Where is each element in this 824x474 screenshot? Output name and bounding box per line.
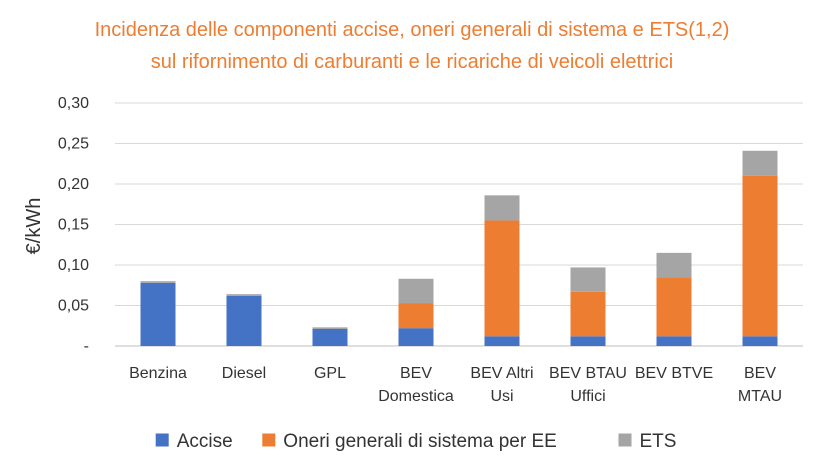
x-category-label: Uffici xyxy=(570,388,605,405)
y-axis-label: €/kWh xyxy=(23,198,45,255)
bar-segment xyxy=(226,294,262,296)
y-axis-tick-labels: - 0,05 0,10 0,15 0,20 0,25 0,30 xyxy=(58,95,89,355)
bar-segment xyxy=(484,220,520,337)
bar-segment xyxy=(398,303,434,329)
bar-segment xyxy=(398,278,434,304)
y-tick-label: 0,30 xyxy=(58,95,89,112)
bar-segment xyxy=(570,291,606,337)
legend-swatch xyxy=(618,433,632,447)
x-category-label: BEV BTAU xyxy=(549,365,627,382)
bar-segment xyxy=(226,295,262,346)
bar-segment xyxy=(742,175,778,337)
x-axis-category-labels: Benzina Diesel GPL BEV Domestica BEV Altri Usi… xyxy=(129,365,782,405)
y-tick-label: - xyxy=(84,338,89,355)
bar-segment xyxy=(398,328,434,346)
x-category-label: Diesel xyxy=(222,365,266,382)
chart-title-line-1: Incidenza delle componenti accise, oneri… xyxy=(94,19,730,41)
x-category-label: BEV xyxy=(744,365,776,382)
bar-segment xyxy=(656,336,692,346)
x-category-label: Usi xyxy=(490,388,513,405)
bar-segment xyxy=(140,281,176,283)
x-category-label: BEV BTVE xyxy=(635,365,713,382)
bar-segment xyxy=(140,282,176,346)
gridlines xyxy=(115,102,803,347)
x-category-label: Benzina xyxy=(129,365,187,382)
x-category-label: Domestica xyxy=(378,388,454,405)
bar-segment xyxy=(742,150,778,176)
y-tick-label: 0,05 xyxy=(58,298,89,315)
x-category-label: MTAU xyxy=(738,388,782,405)
y-tick-label: 0,20 xyxy=(58,176,89,193)
chart-title-line-2: sul rifornimento di carburanti e le rica… xyxy=(150,51,674,73)
y-tick-label: 0,15 xyxy=(58,217,89,234)
x-category-label: GPL xyxy=(314,365,346,382)
legend-label: Oneri generali di sistema per EE xyxy=(283,431,557,452)
bar-segment xyxy=(742,336,778,346)
bar-segment xyxy=(312,327,348,329)
legend-label: ETS xyxy=(640,431,677,452)
legend-swatch xyxy=(262,433,276,447)
bar-segment xyxy=(484,195,520,221)
bars xyxy=(140,150,778,346)
chart-title: Incidenza delle componenti accise, oneri… xyxy=(0,14,824,78)
bar-segment xyxy=(570,336,606,346)
bar-segment xyxy=(312,328,348,346)
bar-segment xyxy=(656,277,692,337)
bar-segment xyxy=(656,252,692,278)
y-tick-label: 0,25 xyxy=(58,136,89,153)
bar-segment xyxy=(570,267,606,292)
y-tick-label: 0,10 xyxy=(58,257,89,274)
legend-swatch xyxy=(155,433,169,447)
legend: Accise Oneri generali di sistema per EE ET… xyxy=(155,431,677,452)
bar-segment xyxy=(484,336,520,346)
legend-label: Accise xyxy=(177,431,233,452)
x-category-label: BEV Altri xyxy=(470,365,533,382)
x-category-label: BEV xyxy=(400,365,432,382)
